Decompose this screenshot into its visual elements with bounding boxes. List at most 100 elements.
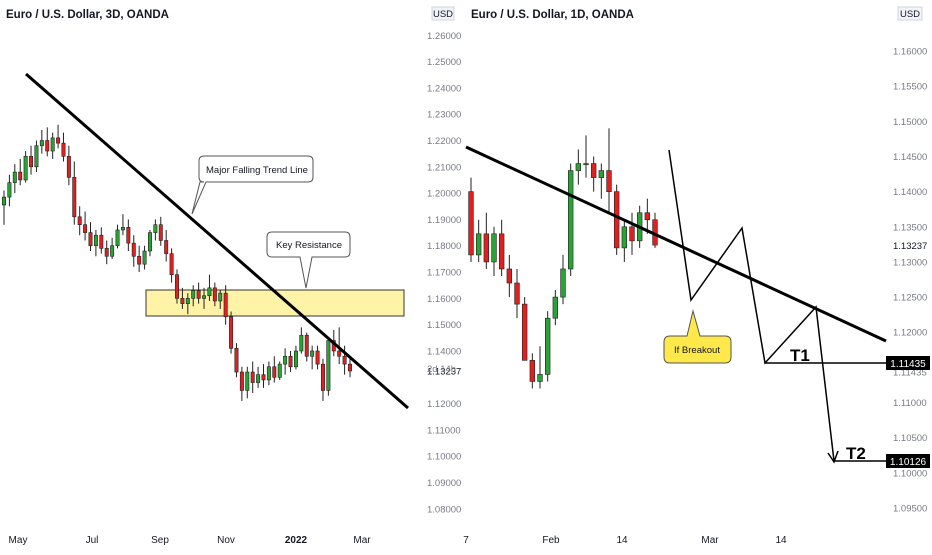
left-price-label-10: 1.16000 <box>427 294 461 305</box>
left-candle-12 <box>67 156 70 177</box>
left-candle-52 <box>283 356 286 364</box>
left-candle-14 <box>78 217 81 225</box>
right-candle-5 <box>507 269 512 283</box>
right-candle-2 <box>484 234 489 262</box>
right-falling-trend-line <box>466 147 886 341</box>
left-price-label-12: 1.14000 <box>427 346 461 357</box>
left-candle-29 <box>159 225 162 241</box>
right-candles <box>469 128 658 388</box>
left-candle-32 <box>175 275 178 299</box>
left-candle-43 <box>235 348 238 372</box>
right-chart-title: Euro / U.S. Dollar, 1D, OANDA <box>471 9 634 21</box>
left-price-label-11: 1.15000 <box>427 320 461 331</box>
left-candle-51 <box>278 364 281 377</box>
left-candle-0 <box>2 197 5 205</box>
left-candle-63 <box>343 356 346 364</box>
right-price-label-6: 1.13237 <box>893 241 927 252</box>
left-candle-23 <box>127 227 130 243</box>
left-currency-label: USD <box>433 9 453 20</box>
right-candle-3 <box>492 234 497 262</box>
left-candle-19 <box>105 248 108 256</box>
left-candle-33 <box>181 298 184 303</box>
right-time-label-2: 14 <box>616 535 628 546</box>
left-price-label-7: 1.19000 <box>427 215 461 226</box>
left-time-label-4: 2022 <box>285 535 308 546</box>
right-candle-12 <box>561 269 566 297</box>
left-candle-56 <box>305 335 308 356</box>
left-candle-30 <box>165 240 168 253</box>
right-candle-14 <box>576 164 581 171</box>
left-candle-24 <box>132 243 135 256</box>
left-chart-panel[interactable]: Euro / U.S. Dollar, 3D, OANDA USD 1.2600… <box>2 7 461 546</box>
left-price-label-15: 1.11000 <box>427 425 461 436</box>
right-candle-17 <box>599 171 604 178</box>
left-chart-title: Euro / U.S. Dollar, 3D, OANDA <box>6 9 169 21</box>
left-candle-34 <box>186 298 189 303</box>
left-candle-57 <box>310 351 313 356</box>
left-time-label-3: Nov <box>217 535 235 546</box>
left-candle-36 <box>197 290 200 298</box>
right-candle-9 <box>538 374 543 381</box>
right-candle-21 <box>630 227 635 241</box>
left-candle-7 <box>40 141 43 146</box>
left-time-axis[interactable]: May Jul Sep Nov 2022 Mar <box>9 535 372 546</box>
left-candle-15 <box>83 225 86 233</box>
right-time-axis[interactable]: 7 Feb 14 Mar 14 <box>463 535 787 546</box>
right-candle-1 <box>476 234 481 255</box>
left-candle-47 <box>256 375 259 383</box>
left-candle-3 <box>19 172 22 180</box>
t1-price-tag-text: 1.11435 <box>890 359 926 370</box>
key-resistance-callout-text: Key Resistance <box>276 240 342 251</box>
right-candle-4 <box>499 234 504 269</box>
left-price-label-0: 1.26000 <box>427 31 461 42</box>
right-candle-8 <box>530 360 535 381</box>
t1-label: T1 <box>790 346 810 365</box>
left-candle-46 <box>251 372 254 383</box>
left-candle-50 <box>273 367 276 378</box>
left-candle-13 <box>73 177 76 216</box>
left-candle-31 <box>170 254 173 275</box>
left-candle-40 <box>219 293 222 301</box>
left-price-label-6: 1.20000 <box>427 189 461 200</box>
if-breakout-callout-text: If Breakout <box>674 345 720 356</box>
left-candle-42 <box>229 317 232 349</box>
left-candle-44 <box>240 372 243 390</box>
left-candle-6 <box>35 146 38 167</box>
right-price-label-15: 1.09500 <box>893 503 927 514</box>
left-candle-28 <box>154 225 157 233</box>
left-candle-49 <box>267 367 270 380</box>
left-price-label-8: 1.18000 <box>427 241 461 252</box>
left-time-label-1: Jul <box>86 535 99 546</box>
left-candle-54 <box>294 351 297 367</box>
left-candle-39 <box>213 288 216 301</box>
left-candle-1 <box>8 183 11 197</box>
left-candle-48 <box>262 375 265 380</box>
right-chart-panel[interactable]: Euro / U.S. Dollar, 1D, OANDA USD 1.1600… <box>463 7 930 546</box>
right-time-label-0: 7 <box>463 535 469 546</box>
left-time-label-2: Sep <box>151 535 169 546</box>
left-price-axis[interactable]: 1.26000 1.25000 1.24000 1.23000 1.22000 1.210… <box>427 31 461 516</box>
left-candle-10 <box>56 138 59 143</box>
right-candle-23 <box>645 213 650 220</box>
left-candle-11 <box>62 143 65 156</box>
right-candle-13 <box>568 171 573 269</box>
left-candle-62 <box>338 351 341 356</box>
left-candle-21 <box>116 230 119 246</box>
right-candle-16 <box>591 164 596 178</box>
right-candle-20 <box>622 227 627 248</box>
right-price-label-8: 1.12500 <box>893 293 927 304</box>
left-candle-38 <box>208 288 211 296</box>
left-time-label-5: Mar <box>353 535 371 546</box>
left-candle-4 <box>24 156 27 180</box>
right-price-axis[interactable]: 1.16000 1.15500 1.15000 1.14500 1.14000 1.135… <box>893 47 927 515</box>
right-candle-11 <box>553 297 558 318</box>
right-candle-19 <box>614 192 619 248</box>
right-time-label-4: 14 <box>775 535 787 546</box>
left-candle-45 <box>246 372 249 390</box>
left-candle-37 <box>202 296 205 299</box>
t2-label: T2 <box>846 444 866 463</box>
right-price-label-1: 1.15500 <box>893 82 927 93</box>
left-price-label-5: 1.21000 <box>427 162 461 173</box>
